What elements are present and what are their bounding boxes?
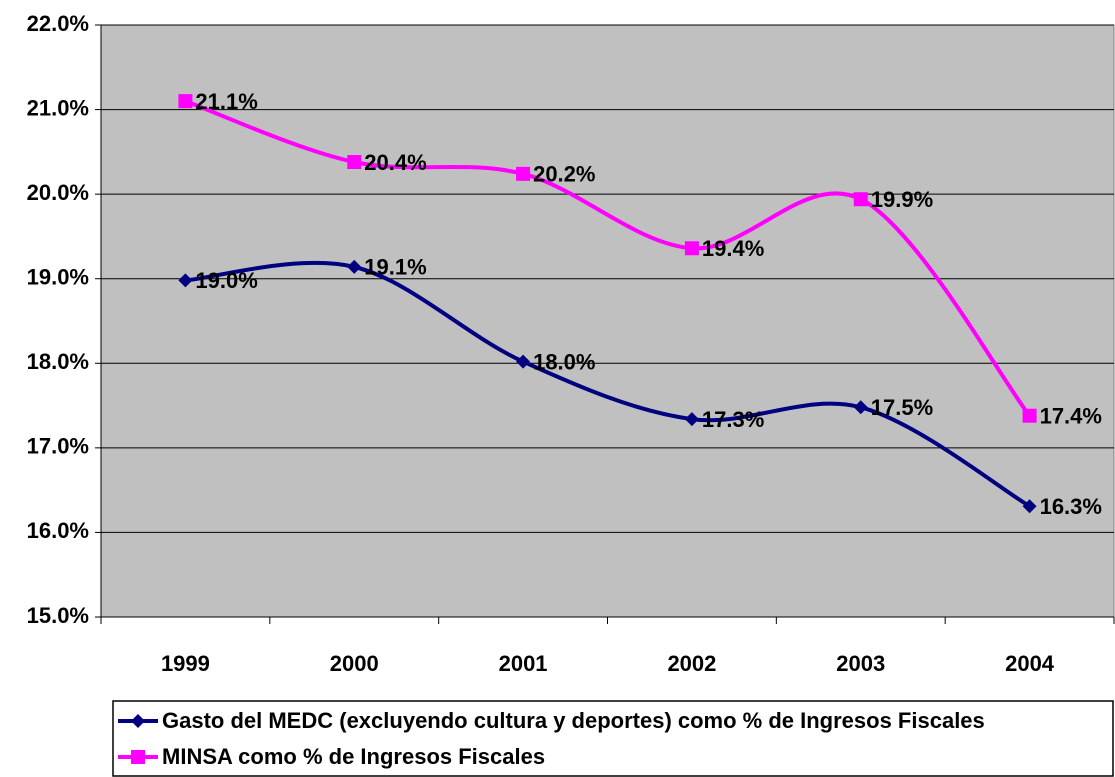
x-tick-label: 2000 (330, 651, 379, 676)
legend-marker (131, 714, 145, 728)
data-point (1022, 499, 1037, 514)
data-point (178, 273, 193, 288)
data-point (347, 259, 362, 274)
data-label: 16.3% (1040, 494, 1102, 519)
y-tick-label: 20.0% (27, 180, 89, 205)
y-tick-label: 15.0% (27, 603, 89, 628)
data-label: 20.2% (533, 162, 595, 187)
data-point (516, 166, 531, 181)
x-tick-label: 1999 (161, 651, 210, 676)
legend-label: Gasto del MEDC (excluyendo cultura y dep… (162, 708, 985, 733)
data-label: 21.1% (195, 89, 257, 114)
y-tick-label: 21.0% (27, 95, 89, 120)
data-point (684, 412, 699, 427)
data-label: 19.4% (702, 236, 764, 261)
x-tick-label: 2001 (499, 651, 548, 676)
y-tick-label: 19.0% (27, 265, 89, 290)
data-label: 17.5% (871, 395, 933, 420)
data-label: 18.0% (533, 349, 595, 374)
plot-area (100, 24, 1115, 618)
y-tick-label: 18.0% (27, 349, 89, 374)
y-tick-label: 17.0% (27, 434, 89, 459)
data-label: 20.4% (364, 150, 426, 175)
data-point (1022, 408, 1037, 423)
legend (112, 700, 1114, 777)
data-point (853, 192, 868, 207)
x-tick-label: 2002 (667, 651, 716, 676)
series-line (185, 260, 1031, 508)
y-tick-label: 16.0% (27, 518, 89, 543)
data-label: 17.4% (1040, 404, 1102, 429)
data-label: 19.0% (195, 268, 257, 293)
data-point (684, 241, 699, 256)
x-tick-label: 2003 (836, 651, 885, 676)
data-label: 17.3% (702, 407, 764, 432)
data-point (853, 400, 868, 415)
legend-label: MINSA como % de Ingresos Fiscales (162, 744, 545, 769)
data-point (178, 94, 193, 109)
x-tick-label: 2004 (1005, 651, 1055, 676)
series-line (184, 99, 1032, 417)
legend-marker (131, 750, 145, 764)
data-point (516, 354, 531, 369)
data-point (347, 155, 362, 170)
y-tick-label: 22.0% (27, 11, 89, 36)
data-label: 19.9% (871, 187, 933, 212)
data-label: 19.1% (364, 255, 426, 280)
